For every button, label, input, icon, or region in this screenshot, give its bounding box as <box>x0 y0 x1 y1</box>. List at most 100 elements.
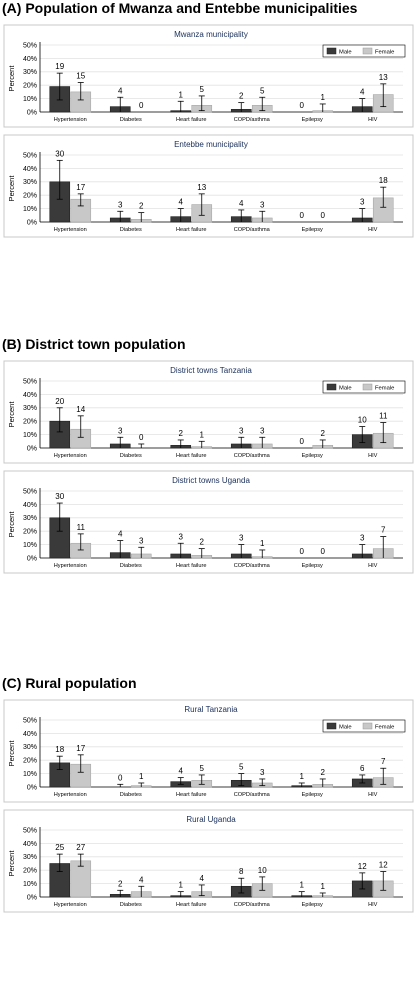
y-tick-label: 30% <box>23 69 37 76</box>
legend: Male Female <box>322 719 406 733</box>
y-tick-label: 50% <box>23 488 37 495</box>
x-tick-label: COPD/asthma <box>234 453 271 459</box>
data-label: 5 <box>260 86 265 95</box>
chart-panels: Mwanza municipality0%10%20%30%40%50%Perc… <box>3 24 414 913</box>
y-tick-label: 50% <box>23 152 37 159</box>
data-label: 11 <box>379 412 388 421</box>
data-label: 1 <box>179 90 184 99</box>
data-label: 13 <box>197 183 206 192</box>
data-label: 1 <box>200 430 205 439</box>
data-label: 1 <box>260 539 265 548</box>
data-label: 3 <box>118 200 123 209</box>
data-label: 8 <box>239 867 244 876</box>
data-label: 6 <box>360 764 365 773</box>
section-title-b: (B) District town population <box>2 336 186 352</box>
data-label: 0 <box>300 101 305 110</box>
legend-label-male: Male <box>339 724 352 730</box>
legend-swatch-male <box>326 47 337 55</box>
y-tick-label: 20% <box>23 529 37 536</box>
data-label: 3 <box>260 768 265 777</box>
data-label: 0 <box>300 547 305 556</box>
data-label: 2 <box>321 768 326 777</box>
y-tick-label: 50% <box>23 42 37 49</box>
data-label: 3 <box>260 426 265 435</box>
data-label: 1 <box>300 772 305 781</box>
y-tick-label: 10% <box>23 206 37 213</box>
legend-label-female: Female <box>375 49 394 55</box>
legend-swatch-male <box>326 722 337 730</box>
y-tick-label: 20% <box>23 193 37 200</box>
data-label: 5 <box>200 85 205 94</box>
x-tick-label: Epilepsy <box>302 792 323 798</box>
y-tick-label: 20% <box>23 758 37 765</box>
data-label: 1 <box>321 882 326 891</box>
y-tick-label: 40% <box>23 841 37 848</box>
legend-label-female: Female <box>375 385 394 391</box>
y-tick-label: 50% <box>23 717 37 724</box>
y-tick-label: 30% <box>23 515 37 522</box>
data-label: 3 <box>260 200 265 209</box>
data-label: 4 <box>360 88 365 97</box>
y-tick-label: 30% <box>23 179 37 186</box>
x-tick-label: Diabetes <box>120 563 142 569</box>
chart-panel: Mwanza municipality 0% 10% 20% 30% 40% 50% Perc… <box>3 24 414 128</box>
y-tick-label: 10% <box>23 96 37 103</box>
data-label: 2 <box>239 92 244 101</box>
y-tick-label: 0% <box>27 445 37 452</box>
data-label: 1 <box>300 881 305 890</box>
legend-label-male: Male <box>339 385 352 391</box>
y-tick-label: 20% <box>23 868 37 875</box>
y-tick-label: 50% <box>23 378 37 385</box>
y-tick-label: 20% <box>23 419 37 426</box>
data-label: 2 <box>118 879 123 888</box>
y-tick-label: 10% <box>23 771 37 778</box>
legend-swatch-female <box>362 47 373 55</box>
chart-panel: District towns Uganda 0% 10% 20% 30% 40% 50% Pe… <box>3 470 414 574</box>
y-axis-label: Percent <box>7 740 16 767</box>
data-label: 0 <box>139 101 144 110</box>
data-label: 4 <box>239 199 244 208</box>
data-label: 4 <box>139 875 144 884</box>
section-title-c: (C) Rural population <box>2 675 137 691</box>
data-label: 0 <box>300 437 305 446</box>
chart-panel: Rural Uganda 0% 10% 20% 30% 40% 50% Percent 25 27… <box>3 809 414 913</box>
data-label: 30 <box>55 149 64 158</box>
x-tick-label: HIV <box>368 792 378 798</box>
data-label: 4 <box>118 530 123 539</box>
data-label: 18 <box>379 176 388 185</box>
data-label: 3 <box>139 536 144 545</box>
data-label: 13 <box>379 73 388 82</box>
data-label: 5 <box>239 763 244 772</box>
y-tick-label: 30% <box>23 744 37 751</box>
y-tick-label: 0% <box>27 109 37 116</box>
y-tick-label: 10% <box>23 542 37 549</box>
x-tick-label: Diabetes <box>120 453 142 459</box>
y-tick-label: 10% <box>23 881 37 888</box>
x-tick-label: COPD/asthma <box>234 792 271 798</box>
x-tick-label: Epilepsy <box>302 563 323 569</box>
data-label: 2 <box>179 429 184 438</box>
x-tick-label: Hypertension <box>54 453 87 459</box>
y-axis-label: Percent <box>7 511 16 538</box>
panel-title: Entebbe municipality <box>174 140 248 149</box>
y-tick-label: 0% <box>27 894 37 901</box>
y-tick-label: 30% <box>23 854 37 861</box>
data-label: 4 <box>118 86 123 95</box>
x-tick-label: Epilepsy <box>302 227 323 233</box>
x-tick-label: Hypertension <box>54 563 87 569</box>
data-label: 2 <box>321 429 326 438</box>
x-tick-label: HIV <box>368 563 378 569</box>
legend-swatch-female <box>362 383 373 391</box>
x-tick-label: Heart failure <box>176 117 206 123</box>
data-label: 0 <box>118 773 123 782</box>
legend: Male Female <box>322 44 406 58</box>
data-label: 1 <box>179 881 184 890</box>
data-label: 0 <box>139 433 144 442</box>
y-tick-label: 10% <box>23 432 37 439</box>
data-label: 25 <box>55 843 64 852</box>
data-label: 10 <box>258 866 267 875</box>
x-tick-label: Diabetes <box>120 117 142 123</box>
data-label: 7 <box>381 757 386 766</box>
x-tick-label: Heart failure <box>176 902 206 908</box>
x-tick-label: Hypertension <box>54 117 87 123</box>
